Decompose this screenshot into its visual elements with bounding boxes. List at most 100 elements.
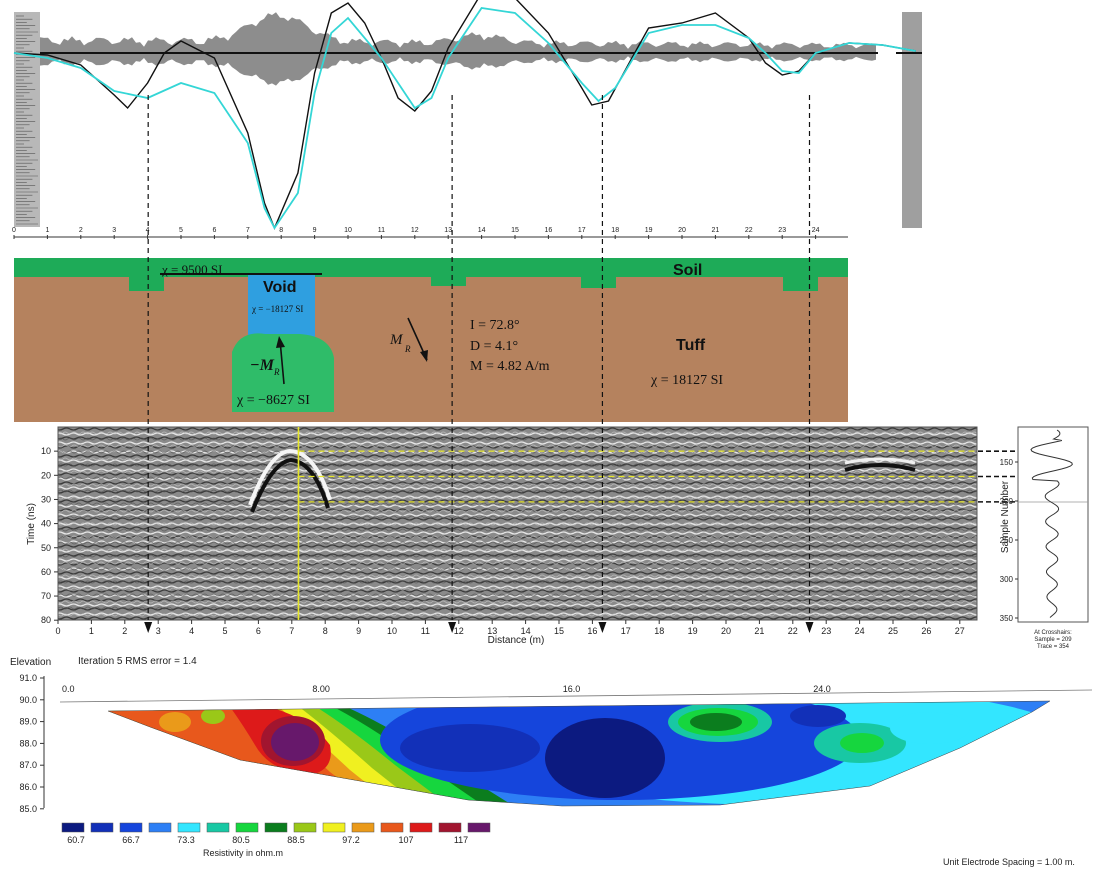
guide-lines: [144, 95, 814, 633]
gpr-x-tick-label: 6: [256, 626, 261, 636]
trace-caption-1: At Crosshairs:: [1034, 630, 1072, 636]
chi-soil-label: χ = 9500 SI: [161, 262, 222, 277]
ert-outline: [107, 700, 1051, 807]
model-x-tick-label: 9: [313, 227, 317, 234]
ert-footer: Unit Electrode Spacing = 1.00 m.: [943, 857, 1075, 867]
ert-panel: Elevation Iteration 5 RMS error = 1.4 91…: [10, 656, 1093, 867]
gpr-x-tick-label: 9: [356, 626, 361, 636]
gpr-x-tick-label: 15: [554, 626, 564, 636]
gpr-x-tick-label: 25: [888, 626, 898, 636]
model-x-tick-label: 17: [578, 227, 586, 234]
gpr-y-tick-label: 40: [41, 519, 51, 529]
mr-sub: R: [404, 344, 411, 354]
legend-value: 73.3: [177, 835, 195, 845]
trace-y-tick-label: 350: [1000, 614, 1014, 623]
trace-y-tick-label: 250: [1000, 536, 1014, 545]
ert-x-tick-label: 8.00: [312, 684, 330, 694]
legend-swatch: [438, 822, 462, 833]
model-x-tick-label: 21: [712, 227, 720, 234]
legend-swatch: [177, 822, 201, 833]
model-x-tick-label: 0: [12, 227, 16, 234]
gpr-x-tick-label: 16: [587, 626, 597, 636]
model-x-tick-label: 11: [378, 227, 385, 234]
guide-arrowhead: [805, 622, 814, 633]
gpr-x-tick-label: 12: [454, 626, 464, 636]
magnetic-series-model: [13, 7, 916, 230]
neg-mr-sub: R: [273, 367, 280, 377]
legend-value: 66.7: [122, 835, 140, 845]
gpr-y-tick-label: 30: [41, 494, 51, 504]
geologic-model-panel: χ = 9500 SI Void χ = −18127 SI −M R χ = …: [14, 258, 848, 422]
legend-swatch: [293, 822, 317, 833]
legend-value: 117: [454, 835, 468, 845]
gpr-x-tick-label: 13: [487, 626, 497, 636]
gpr-x-tick-label: 26: [921, 626, 931, 636]
legend-swatch: [61, 822, 85, 833]
legend-swatch: [351, 822, 375, 833]
ert-y-tick-label: 86.0: [19, 782, 37, 792]
model-x-tick-label: 13: [444, 227, 452, 234]
soil-label: Soil: [673, 262, 702, 279]
gpr-x-tick-label: 4: [189, 626, 194, 636]
gpr-y-tick-label: 60: [41, 567, 51, 577]
model-x-tick-label: 6: [212, 227, 216, 234]
ert-x-tick-label: 24.0: [813, 684, 831, 694]
ert-contours: [108, 701, 1050, 806]
model-x-tick-label: 3: [112, 227, 116, 234]
gpr-reflection-right-white: [844, 457, 916, 465]
gpr-image-overlay: [58, 427, 977, 620]
inclination-label: I = 72.8°: [470, 318, 520, 333]
model-x-tick-label: 8: [279, 227, 283, 234]
tuff-label: Tuff: [676, 337, 706, 354]
ert-legend-title: Resistivity in ohm.m: [203, 848, 283, 858]
gpr-y-tick-label: 10: [41, 446, 51, 456]
ert-y-tick-label: 87.0: [19, 760, 37, 770]
model-x-tick-label: 10: [344, 227, 352, 234]
right-gray-strip: [902, 12, 922, 228]
gpr-x-tick-label: 24: [855, 626, 865, 636]
gpr-x-tick-label: 7: [289, 626, 294, 636]
ert-x-tick-label: 0.0: [62, 684, 75, 694]
gpr-x-tick-label: 19: [688, 626, 698, 636]
model-x-tick-label: 14: [478, 227, 486, 234]
legend-swatch: [264, 822, 288, 833]
gpr-x-tick-label: 27: [955, 626, 965, 636]
amplitude-envelope: [40, 12, 876, 86]
legend-swatch: [380, 822, 404, 833]
gpr-x-tick-label: 22: [788, 626, 798, 636]
legend-swatch: [235, 822, 259, 833]
gpr-x-tick-label: 5: [222, 626, 227, 636]
ert-y-tick-label: 90.0: [19, 695, 37, 705]
gpr-x-tick-label: 0: [55, 626, 60, 636]
guide-arrowhead: [144, 622, 153, 633]
gpr-ylabel: Time (ns): [26, 503, 37, 545]
gpr-x-tick-label: 17: [621, 626, 631, 636]
legend-swatch: [206, 822, 230, 833]
ert-surface-line: [59, 689, 1093, 703]
chi-body-label: χ = −8627 SI: [236, 393, 310, 408]
model-x-tick-label: 22: [745, 227, 753, 234]
ert-y-tick-label: 85.0: [19, 804, 37, 814]
trace-ylabel: Sample Number: [1000, 480, 1011, 553]
magnetization-label: M = 4.82 A/m: [470, 359, 550, 374]
gpr-x-tick-label: 3: [156, 626, 161, 636]
model-x-tick-label: 12: [411, 227, 419, 234]
mr-label: M: [389, 332, 404, 348]
gpr-x-tick-label: 21: [754, 626, 764, 636]
declination-label: D = 4.1°: [470, 339, 518, 354]
guide-arrowhead: [448, 622, 457, 633]
void-cavity: [248, 273, 315, 337]
gpr-x-tick-label: 20: [721, 626, 731, 636]
ert-title: Iteration 5 RMS error = 1.4: [78, 656, 197, 667]
model-x-tick-label: 2: [79, 227, 83, 234]
gpr-x-tick-label: 8: [323, 626, 328, 636]
gpr-panel: CVB 012345678910111213141516171819202122…: [26, 426, 1089, 650]
gpr-hyperbola-white: [248, 448, 332, 506]
gpr-x-tick-label: 1: [89, 626, 94, 636]
gpr-y-tick-label: 70: [41, 591, 51, 601]
ert-y-tick-label: 89.0: [19, 717, 37, 727]
void-label: Void: [263, 279, 296, 296]
magnetic-series-observed: [13, 0, 916, 230]
model-x-tick-label: 18: [611, 227, 619, 234]
trace-waveform: [1030, 429, 1073, 618]
